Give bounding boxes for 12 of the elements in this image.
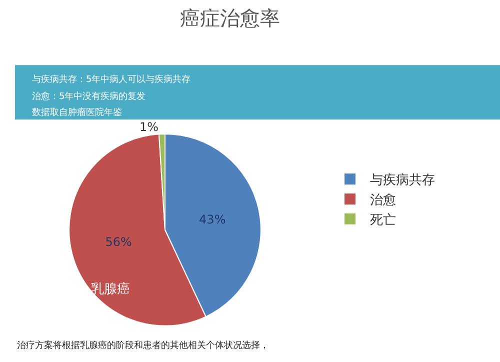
text: 数据取自肿瘤医院年鉴 — [32, 107, 122, 118]
legend-label: 与疾病共存 — [370, 173, 435, 188]
legend-label: 治愈 — [370, 193, 396, 208]
data-label: 56% — [105, 234, 132, 249]
data-label: 1% — [139, 120, 158, 134]
data-label: 43% — [199, 212, 226, 226]
legend-label: 死亡 — [370, 212, 396, 228]
text: 治愈：5年中没有疾病的复发 — [32, 91, 146, 102]
text: 治疗方案将根据乳腺癌的阶段和患者的其他相关个体状况选择， — [17, 340, 269, 351]
text: 与疾病共存：5年中病人可以与疾病共存 — [32, 74, 191, 85]
chart-title: 癌症治愈率 — [180, 6, 280, 30]
text: 乳腺癌 — [91, 282, 130, 297]
